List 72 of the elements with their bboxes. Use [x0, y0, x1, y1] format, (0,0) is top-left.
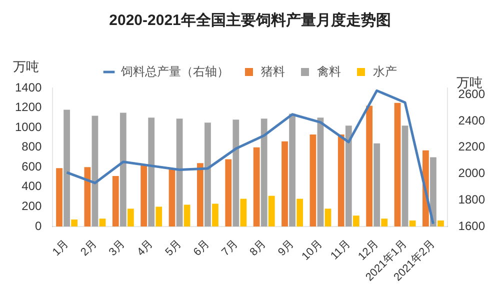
bar	[168, 169, 176, 226]
x-tick-label: 9月	[276, 238, 297, 259]
y-tick-label: 200	[22, 199, 42, 214]
bar	[140, 165, 148, 226]
y-tick-label: 0	[35, 218, 42, 233]
bar	[394, 102, 401, 226]
y2-tick-label: 1600	[458, 218, 486, 233]
bar	[438, 220, 444, 226]
bar	[127, 208, 134, 226]
legend-label: 饲料总产量（右轴）	[120, 64, 229, 78]
legend-label: 猪料	[261, 64, 285, 78]
bar	[374, 143, 380, 226]
bar	[240, 198, 247, 226]
bar	[176, 118, 183, 226]
y2-axis-title: 万吨	[456, 75, 482, 90]
bar	[225, 159, 232, 226]
bar	[204, 122, 211, 226]
x-tick-label: 10月	[300, 238, 325, 263]
bar	[381, 218, 388, 226]
bar	[289, 114, 296, 226]
y-tick-label: 800	[22, 140, 42, 154]
bar	[84, 167, 91, 226]
bar	[99, 218, 106, 226]
chart-title: 2020-2021年全国主要饲料产量月度走势图	[109, 11, 391, 30]
bar	[253, 147, 260, 226]
bar	[268, 196, 275, 226]
y2-tick-label: 2400	[458, 113, 486, 128]
x-tick-label: 4月	[135, 238, 156, 259]
y-tick-label: 1000	[14, 120, 42, 134]
x-tick-label: 3月	[106, 238, 128, 259]
x-tick-label: 5月	[163, 238, 184, 259]
x-tick-label: 7月	[220, 238, 240, 259]
y2-tick-label: 2000	[458, 166, 486, 180]
bar	[324, 208, 332, 226]
bar	[345, 126, 352, 226]
bar	[409, 220, 416, 226]
bar	[156, 206, 162, 226]
legend-label: 水产	[373, 64, 397, 78]
bar	[148, 118, 155, 226]
bar	[92, 116, 98, 226]
bar	[402, 126, 408, 226]
y2-tick-label: 2200	[458, 140, 486, 154]
x-tick-label: 8月	[248, 238, 268, 259]
bar	[310, 134, 316, 226]
x-tick-label: 1月	[50, 238, 72, 259]
y-tick-label: 400	[22, 179, 42, 194]
legend-label: 禽料	[317, 64, 341, 78]
bar	[71, 220, 78, 226]
bar	[197, 163, 204, 226]
y-tick-label: 600	[22, 159, 42, 174]
bar	[282, 141, 288, 226]
bar	[212, 204, 218, 226]
y-tick-label: 1200	[14, 100, 42, 114]
y2-tick-label: 1800	[458, 192, 486, 206]
bar	[296, 198, 303, 226]
x-tick-label: 2月	[78, 238, 100, 259]
bar	[120, 112, 126, 226]
bar	[184, 204, 190, 226]
bar	[352, 216, 360, 226]
bar	[366, 106, 373, 226]
y-axis-title: 万吨	[13, 59, 39, 74]
x-tick-label: 11月	[328, 238, 353, 262]
x-tick-label: 6月	[191, 238, 212, 259]
bar	[56, 168, 62, 226]
bar	[232, 120, 240, 226]
y-tick-label: 1400	[14, 80, 42, 94]
bar	[338, 134, 344, 226]
bar	[260, 118, 268, 226]
bar	[317, 118, 324, 226]
bar	[112, 176, 119, 226]
bar	[64, 110, 70, 226]
bar	[430, 157, 436, 226]
